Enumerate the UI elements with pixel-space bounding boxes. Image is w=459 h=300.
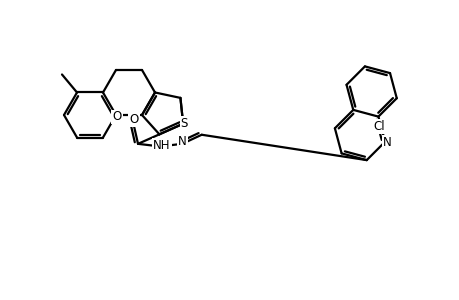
Text: Cl: Cl — [373, 120, 384, 133]
Text: N: N — [382, 136, 391, 149]
Text: O: O — [129, 113, 138, 126]
Text: O: O — [112, 110, 121, 124]
Text: S: S — [180, 117, 187, 130]
Text: N: N — [178, 135, 186, 148]
Text: NH: NH — [153, 139, 170, 152]
